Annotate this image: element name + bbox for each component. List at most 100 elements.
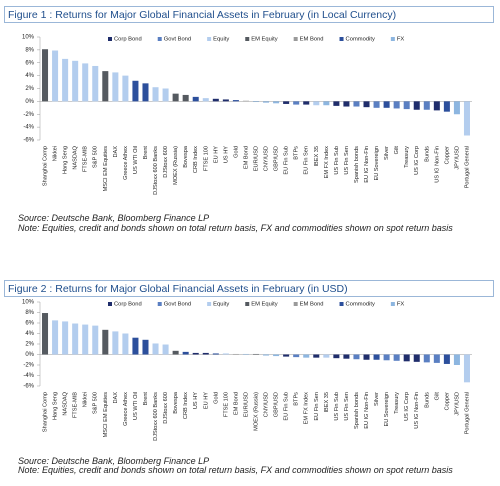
bar: [333, 354, 340, 359]
bar: [162, 88, 169, 102]
bar: [323, 101, 330, 106]
x-tick-label: Bovespa: [183, 145, 189, 168]
x-tick-label: US Fin Sen: [344, 392, 350, 421]
x-tick-label: US HY: [193, 392, 199, 409]
bar: [463, 354, 470, 383]
y-tick-label: 2%: [25, 86, 34, 92]
legend-swatch: [157, 302, 162, 306]
bar: [403, 354, 410, 362]
bar: [242, 353, 249, 355]
bar: [353, 354, 360, 360]
bar: [182, 351, 189, 355]
x-tick-label: FTSE-MIB: [83, 146, 89, 172]
x-tick-label: Copper: [444, 392, 450, 410]
x-tick-label: EU IG Non-Fin: [364, 146, 370, 183]
bar: [82, 63, 89, 102]
bar: [323, 354, 330, 358]
legend-label: Equity: [213, 302, 229, 308]
bar: [52, 320, 59, 355]
bar: [413, 101, 420, 110]
x-tick-label: EU HY: [213, 146, 219, 163]
source: Source: Deutsche Bank, Bloomberg Finance…: [18, 456, 210, 466]
legend-label: Govt Bond: [164, 302, 191, 308]
x-tick-label: Hang Seng: [53, 392, 59, 420]
legend-label: EM Bond: [300, 37, 324, 43]
legend-swatch: [293, 37, 298, 41]
bar: [142, 83, 149, 102]
bar: [162, 344, 169, 355]
bar: [252, 101, 260, 103]
bar: [273, 354, 280, 357]
x-tick-label: Treasury: [404, 146, 410, 168]
x-tick-label: FTSE 100: [203, 146, 209, 171]
y-tick-label: 6%: [25, 321, 34, 327]
bar: [443, 354, 450, 364]
legend-swatch: [157, 37, 162, 41]
x-tick-label: US IG Corp: [414, 146, 420, 175]
bar: [453, 101, 460, 115]
legend-swatch: [390, 302, 395, 306]
x-tick-label: EUR/USD: [243, 392, 249, 417]
bar: [182, 94, 189, 102]
x-tick-label: CNY/USD: [264, 146, 270, 171]
x-tick-label: Gilt: [434, 392, 440, 401]
legend-label: FX: [397, 302, 405, 308]
bar: [202, 352, 209, 355]
x-tick-label: EU Fin Sub: [284, 146, 290, 175]
legend-swatch: [293, 302, 298, 306]
bar: [283, 354, 290, 357]
x-tick-label: DJStoxx 600 Banks: [153, 146, 159, 195]
legend-swatch: [207, 302, 212, 306]
x-tick-label: FTSE 100: [223, 392, 229, 417]
bar: [52, 50, 59, 102]
bar: [453, 354, 460, 365]
x-tick-label: BTPs: [294, 146, 300, 160]
x-tick-label: EM Bond: [243, 146, 249, 169]
y-tick-label: 4%: [25, 331, 34, 337]
y-tick-label: -2%: [23, 112, 34, 118]
bar: [62, 321, 69, 355]
bar: [92, 65, 99, 102]
x-tick-label: DJStoxx 600: [163, 146, 169, 178]
x-tick-label: JPY/USD: [454, 392, 460, 416]
note: Note: Equities, credit and bonds shown o…: [18, 465, 453, 475]
x-tick-label: Shanghai Comp: [43, 146, 49, 186]
bar: [112, 72, 119, 102]
bar: [232, 353, 239, 355]
x-tick-label: US WTI Oil: [133, 392, 139, 420]
bar: [363, 354, 370, 360]
bar: [152, 343, 159, 355]
bar: [72, 60, 79, 102]
bar: [152, 87, 159, 102]
legend-swatch: [108, 37, 112, 41]
legend-label: EM Equity: [251, 302, 278, 308]
bar: [373, 354, 380, 360]
y-tick-label: -6%: [23, 384, 34, 390]
x-tick-label: Portugal General: [464, 392, 470, 434]
legend-label: Commodity: [346, 302, 375, 308]
x-tick-label: BTPs: [294, 392, 300, 406]
x-tick-label: Nikkei: [53, 146, 59, 161]
y-tick-label: 10%: [22, 300, 35, 306]
x-tick-label: Gilt: [394, 146, 400, 155]
x-tick-label: EU HY: [203, 392, 209, 409]
bar: [313, 101, 320, 106]
bar: [443, 101, 450, 112]
bar: [373, 101, 380, 108]
y-tick-label: 8%: [25, 310, 34, 316]
y-tick-label: -6%: [23, 138, 34, 144]
x-tick-label: Greece Athex: [123, 146, 129, 180]
legend-label: EM Equity: [251, 37, 278, 43]
bar: [413, 354, 420, 362]
bar: [353, 101, 360, 107]
x-tick-label: Silver: [374, 392, 380, 406]
x-tick-label: DAX: [113, 146, 119, 158]
bar: [92, 325, 99, 355]
note: Note: Equities, credit and bonds shown o…: [18, 223, 453, 233]
bar: [263, 101, 270, 103]
x-tick-label: EU Sovereign: [374, 146, 380, 181]
bar: [293, 354, 300, 358]
bar: [393, 101, 400, 109]
bar: [263, 354, 270, 356]
